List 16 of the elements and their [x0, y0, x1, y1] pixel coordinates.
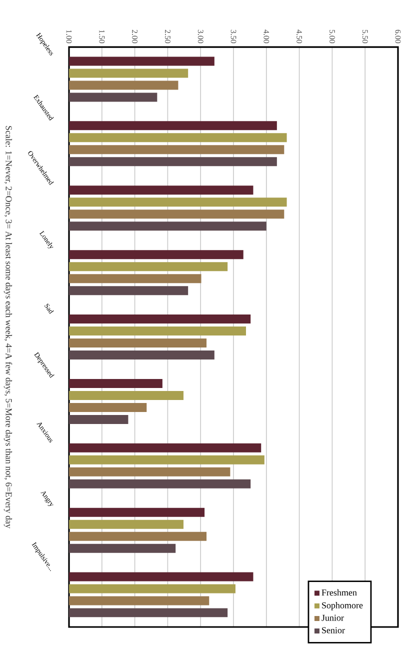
legend-label: Sophomore [322, 602, 363, 610]
legend-label: Senior [322, 627, 345, 634]
x-tick-label: 4.50 [296, 30, 302, 44]
legend-label: Freshmen [322, 589, 357, 596]
x-tick-label: 4.00 [264, 30, 270, 44]
x-tick-label: 2.00 [132, 30, 138, 44]
x-tick-label: 5.00 [329, 30, 335, 44]
x-tick-label: 2.50 [164, 30, 170, 44]
legend-label: Junior [322, 614, 344, 621]
text: Scale: 1=Never, 2=Once, 3= At least some days each week, 4=A few days, 5=More days than not, 6=Every day [4, 126, 12, 528]
x-tick-label: 6.00 [395, 30, 401, 44]
x-tick-label: 1.50 [99, 30, 105, 44]
x-tick-label: 3.50 [230, 30, 236, 44]
x-tick-label: 3.00 [198, 30, 204, 44]
x-tick-label: 1.00 [66, 30, 72, 44]
x-tick-label: 5.50 [362, 30, 368, 44]
